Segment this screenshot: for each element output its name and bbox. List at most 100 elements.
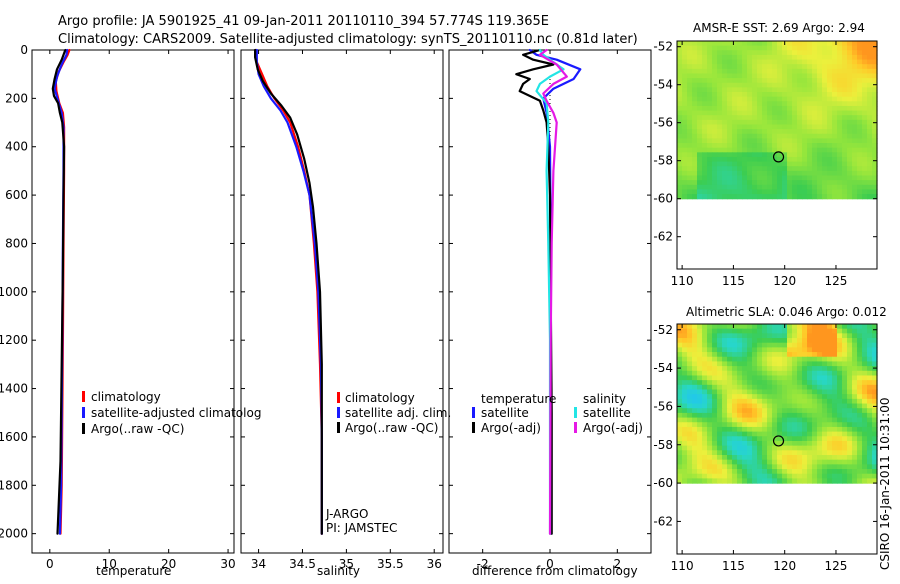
map-cell: [802, 375, 808, 381]
map-cell: [792, 92, 798, 98]
map-cell: [872, 143, 878, 149]
map-cell: [837, 41, 843, 47]
map-cell: [697, 469, 703, 475]
map-cell: [797, 356, 803, 363]
map-cell: [722, 59, 728, 65]
map-cell: [842, 101, 848, 107]
map-cell: [727, 180, 733, 186]
map-cell: [732, 166, 738, 172]
map-cell: [852, 422, 858, 428]
map-cell: [812, 92, 818, 98]
map-cell: [697, 156, 703, 163]
map-cell: [707, 194, 713, 200]
map-cell: [752, 394, 758, 400]
map-cell: [752, 64, 758, 70]
map-cell: [842, 175, 848, 181]
map-cell: [682, 110, 688, 116]
map-cell: [827, 469, 833, 475]
map-cell: [732, 450, 738, 456]
map-cell: [837, 403, 843, 409]
map-cell: [742, 68, 748, 75]
map-cell: [677, 342, 683, 348]
map-cell: [852, 115, 858, 121]
map-cell: [862, 403, 868, 409]
map-cell: [807, 469, 813, 475]
map-cell: [792, 73, 798, 79]
map-cell: [702, 384, 708, 391]
map-cell: [687, 436, 693, 442]
map-cell: [742, 194, 748, 200]
map-cell: [687, 170, 693, 177]
map-cell: [752, 436, 758, 442]
map-cell: [692, 408, 698, 414]
map-cell: [862, 478, 868, 484]
map-cell: [762, 338, 768, 344]
map-cell: [742, 110, 748, 116]
map-cell: [862, 370, 868, 377]
map-cell: [812, 124, 818, 130]
map-cell: [707, 431, 713, 437]
map-cell: [742, 445, 748, 451]
map-cell: [737, 440, 743, 447]
map-cell: [742, 101, 748, 107]
map-cell: [732, 398, 738, 405]
map-cell: [867, 389, 873, 395]
map-cell: [737, 366, 743, 372]
map-cell: [817, 473, 823, 480]
legend-header-salinity: salinity: [583, 392, 626, 406]
map-cell: [782, 328, 788, 334]
map-cell: [762, 394, 768, 400]
map-cell: [797, 398, 803, 405]
map-cell: [712, 473, 718, 480]
map-cell: [812, 408, 818, 414]
map-cell: [872, 87, 878, 93]
map-cell: [837, 152, 843, 158]
map-cell: [742, 87, 748, 93]
map-cell: [767, 347, 773, 353]
map-cell: [867, 464, 873, 470]
map-cell: [837, 92, 843, 98]
map-cell: [832, 469, 838, 475]
map-cell: [712, 143, 718, 149]
map-cell: [827, 450, 833, 456]
map-cell: [837, 469, 843, 475]
map-cell: [817, 380, 823, 386]
map-cell: [767, 440, 773, 447]
map-cell: [687, 426, 693, 433]
map-cell: [702, 347, 708, 353]
map-cell: [762, 59, 768, 65]
map-cell: [787, 138, 793, 144]
map-cell: [817, 143, 823, 149]
map-cell: [872, 138, 878, 144]
map-cell: [742, 147, 748, 153]
map-cell: [867, 194, 873, 200]
map-cell: [802, 101, 808, 107]
map-cell: [807, 403, 813, 409]
map-cell: [857, 105, 863, 112]
map-cell: [752, 366, 758, 372]
map-cell: [687, 431, 693, 437]
map-cell: [862, 445, 868, 451]
map-cell: [707, 473, 713, 480]
map-cell: [767, 352, 773, 358]
map-cell: [727, 408, 733, 414]
map-cell: [677, 138, 683, 144]
map-cell: [762, 147, 768, 153]
map-cell: [697, 105, 703, 112]
map-cell: [817, 184, 823, 191]
map-cell: [692, 356, 698, 363]
map-cell: [737, 412, 743, 419]
map-cell: [867, 110, 873, 116]
map-cell: [842, 403, 848, 409]
map-cell: [707, 138, 713, 144]
map-cell: [787, 115, 793, 121]
map-cell: [787, 478, 793, 484]
map-cell: [862, 417, 868, 423]
map-cell: [777, 394, 783, 400]
map-cell: [757, 73, 763, 79]
map-cell: [812, 152, 818, 158]
map-cell: [732, 417, 738, 423]
map-cell: [807, 324, 813, 330]
map-cell: [742, 78, 748, 84]
map-cell: [732, 403, 738, 409]
